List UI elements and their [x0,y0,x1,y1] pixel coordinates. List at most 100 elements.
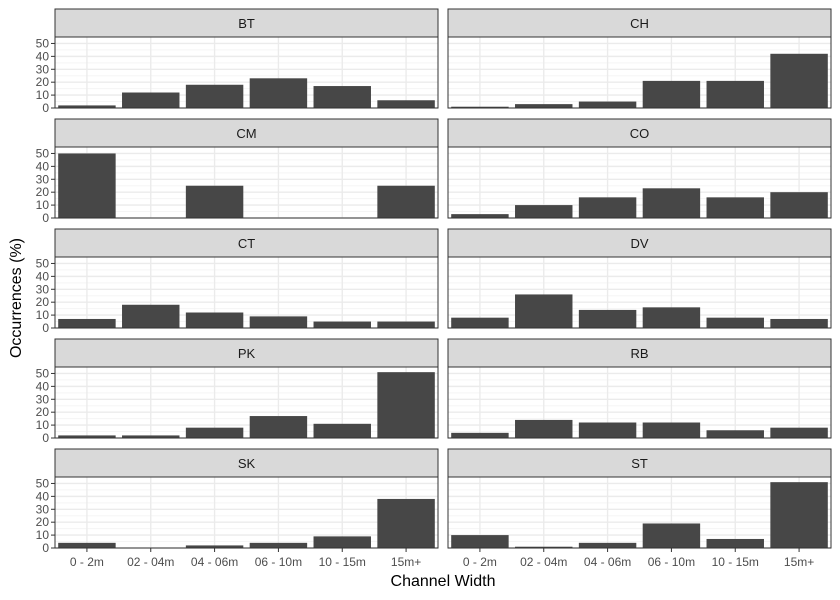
y-tick-label: 30 [36,62,50,76]
bar-rb-04-06m [578,422,637,438]
bar-ch-06-10m [642,80,701,108]
y-tick-label: 0 [42,321,49,335]
bar-co-15m [770,192,828,218]
panel-background [55,257,438,328]
x-tick-label-04-06m: 04 - 06m [584,555,631,569]
bar-co-02-04m [515,205,573,218]
x-tick-label-10-15m: 10 - 15m [319,555,366,569]
x-tick-label-0-2m: 0 - 2m [463,555,497,569]
bar-co-06-10m [642,188,701,218]
strip-background [54,338,439,368]
strip-background [447,8,832,38]
strip-label-rb: RB [630,346,648,361]
x-tick-label-06-10m: 06 - 10m [255,555,302,569]
strip-label-ct: CT [238,236,255,251]
bar-pk-02-04m [122,435,180,438]
bar-pk-0-2m [58,435,116,438]
panel-background [448,257,831,328]
x-tick-label-02-04m: 02 - 04m [520,555,567,569]
bar-ch-15m [770,53,828,108]
bar-pk-10-15m [313,423,371,438]
bar-ct-10-15m [313,321,371,328]
bar-ct-0-2m [58,318,116,328]
bar-dv-06-10m [642,307,701,328]
y-tick-label: 40 [36,269,50,283]
y-tick-label: 40 [36,159,50,173]
panel-background [448,367,831,438]
bar-pk-15m [377,372,435,438]
facet-st: ST [447,448,832,549]
y-tick-label: 20 [36,405,50,419]
strip-background [54,8,439,38]
strip-label-st: ST [631,456,648,471]
bar-sk-06-10m [249,542,308,548]
y-tick-label: 20 [36,295,50,309]
y-tick-label: 40 [36,49,50,63]
bar-cm-0-2m [58,153,116,218]
y-axis-title: Occurrences (%) [8,238,25,358]
bar-co-04-06m [578,197,637,218]
bar-st-10-15m [706,538,764,548]
panel-background [448,37,831,108]
bar-bt-0-2m [58,105,116,108]
y-tick-label: 10 [36,528,50,542]
y-tick-label: 50 [36,146,50,160]
x-tick-label-15m: 15m+ [391,555,421,569]
panel-border [447,36,832,109]
bar-bt-15m [377,100,435,108]
y-tick-label: 20 [36,515,50,529]
strip-background [54,118,439,148]
bar-ct-06-10m [249,316,308,328]
bar-dv-10-15m [706,317,764,328]
facet-panels: BT01020304050CHCM01020304050COCT01020304… [36,8,832,555]
y-tick-label: 10 [36,88,50,102]
strip-label-dv: DV [630,236,648,251]
y-tick-label: 20 [36,75,50,89]
y-tick-label: 0 [42,101,49,115]
bar-rb-10-15m [706,430,764,438]
x-axis: 0 - 2m 02 - 04m 04 - 06m 06 - 10m 10 - 15m 15… [70,548,814,569]
x-tick-label-10-15m: 10 - 15m [712,555,759,569]
bar-sk-0-2m [58,542,116,548]
facet-dv: DV [447,228,832,329]
bar-rb-0-2m [451,432,509,438]
y-tick-label: 50 [36,36,50,50]
y-tick-label: 0 [42,431,49,445]
bar-cm-15m [377,185,435,218]
bar-bt-04-06m [185,84,244,108]
y-tick-label: 50 [36,256,50,270]
strip-label-co: CO [630,126,650,141]
bar-sk-04-06m [185,545,244,548]
strip-background [54,448,439,478]
panel-background [55,37,438,108]
panel-background [448,147,831,218]
bar-cm-04-06m [185,185,244,218]
panel-border [54,36,439,109]
panel-background [55,147,438,218]
y-tick-label: 10 [36,308,50,322]
strip-background [447,338,832,368]
strip-label-cm: CM [236,126,256,141]
x-tick-label-15m: 15m+ [784,555,814,569]
bar-st-02-04m [515,546,573,548]
panel-border [54,366,439,439]
panel-border [447,256,832,329]
y-tick-label: 40 [36,379,50,393]
panel-background [448,477,831,548]
facet-rb: RB [447,338,832,439]
strip-label-pk: PK [238,346,256,361]
bar-bt-10-15m [313,86,371,108]
strip-background [447,118,832,148]
facet-co: CO [447,118,832,219]
x-tick-label-04-06m: 04 - 06m [191,555,238,569]
panel-background [55,367,438,438]
strip-background [447,448,832,478]
y-tick-label: 30 [36,282,50,296]
y-tick-label: 20 [36,185,50,199]
